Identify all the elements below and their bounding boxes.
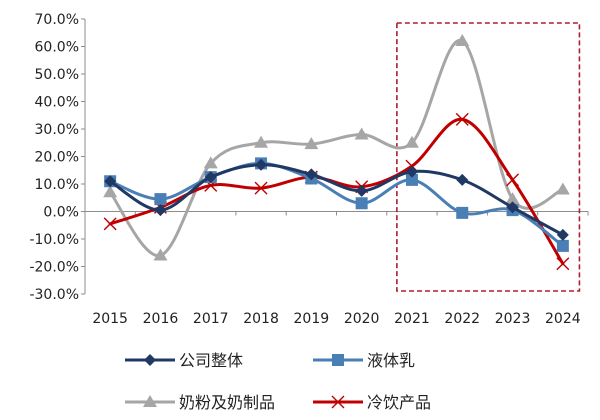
y-tick-label: -10.0% (29, 232, 79, 248)
legend-entry: 冷饮产品 (313, 393, 431, 412)
legend-entry: 公司整体 (125, 351, 243, 370)
x-tick-label: 2015 (92, 311, 128, 327)
data-point (455, 112, 469, 126)
data-point (455, 34, 470, 46)
data-point (254, 135, 269, 148)
data-point (203, 156, 218, 169)
x-tick-label: 2016 (143, 311, 179, 327)
data-point (506, 201, 519, 214)
data-point (103, 185, 118, 198)
legend-label: 液体乳 (367, 351, 415, 370)
highlight-box (396, 22, 581, 292)
y-tick-label: 20.0% (35, 150, 79, 166)
data-point (304, 137, 319, 150)
data-point (556, 257, 570, 271)
legend-marker (144, 354, 156, 366)
data-point (154, 204, 167, 217)
data-point (555, 182, 570, 195)
x-tick-label: 2024 (545, 311, 581, 327)
x-tick-label: 2019 (294, 311, 330, 327)
y-tick-label: 30.0% (35, 122, 79, 138)
y-tick-label: 50.0% (35, 67, 79, 83)
y-tick-label: -30.0% (29, 287, 79, 303)
series-line (108, 161, 565, 248)
data-point (355, 184, 368, 197)
series-3 (103, 34, 570, 261)
legend-marker (143, 395, 157, 407)
data-point (355, 197, 368, 210)
series-1 (104, 158, 569, 241)
legend-entry: 液体乳 (313, 351, 415, 370)
y-tick-label: -20.0% (29, 260, 79, 276)
data-point (305, 168, 318, 181)
data-point (405, 173, 418, 186)
data-point (255, 158, 268, 171)
data-point (103, 217, 117, 231)
axes: 70.0% 60.0% 50.0% 40.0% 30.0% 20.0% 10.0% 0.0% -… (29, 12, 589, 327)
legend-label: 奶粉及奶制品 (179, 393, 275, 412)
x-tick-label: 2021 (394, 311, 430, 327)
data-point (405, 165, 418, 178)
series-line (108, 39, 565, 258)
x-tick-label: 2022 (444, 311, 480, 327)
y-tick-label: 10.0% (35, 177, 79, 193)
legend-marker (332, 354, 344, 366)
data-point (354, 127, 369, 140)
x-tick-label: 2020 (344, 311, 380, 327)
data-point (505, 192, 520, 205)
highlight-rectangle (396, 22, 581, 292)
y-tick-label: 40.0% (35, 95, 79, 111)
data-point (506, 173, 520, 187)
data-point (456, 173, 469, 186)
series-line (108, 163, 565, 237)
series-group (103, 34, 570, 271)
y-tick-label: 60.0% (35, 40, 79, 56)
data-point (204, 171, 217, 184)
x-tick-label: 2017 (193, 311, 229, 327)
legend-marker (331, 395, 345, 409)
data-point (556, 239, 569, 252)
data-point (456, 206, 469, 219)
data-point (153, 248, 168, 261)
legend-label: 冷饮产品 (367, 393, 431, 412)
data-point (556, 228, 569, 241)
data-point (404, 135, 419, 148)
y-tick-label: 0.0% (43, 205, 79, 221)
y-tick-label: 70.0% (35, 12, 79, 28)
data-point (154, 193, 167, 206)
data-point (104, 175, 117, 188)
x-tick-label: 2023 (495, 311, 531, 327)
legend-entry: 奶粉及奶制品 (125, 393, 275, 412)
legend-label: 公司整体 (179, 351, 243, 370)
data-point (254, 181, 268, 195)
x-tick-label: 2018 (243, 311, 279, 327)
